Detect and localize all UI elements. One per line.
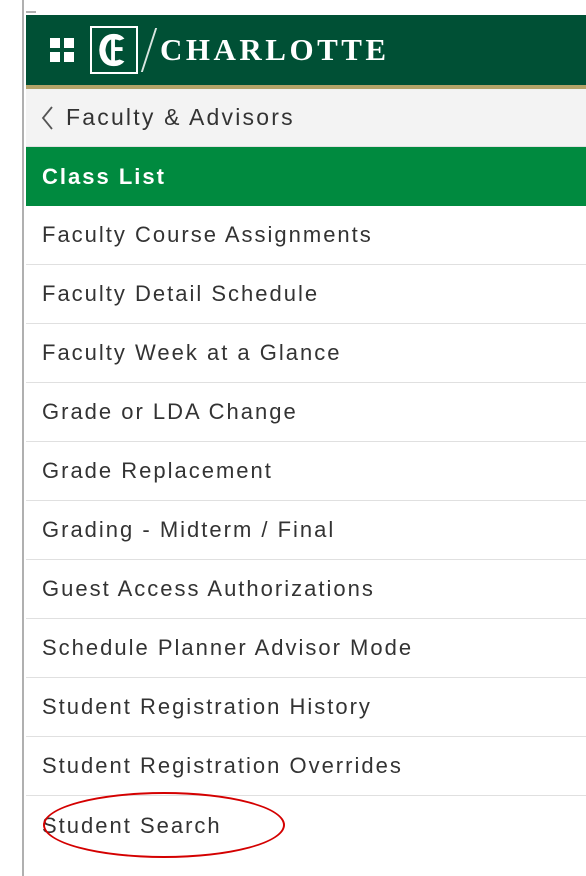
menu-item-grade-replacement[interactable]: Grade Replacement: [26, 442, 586, 501]
apps-grid-icon[interactable]: [50, 38, 74, 62]
menu-item-label: Guest Access Authorizations: [42, 576, 375, 602]
menu-item-label: Student Registration Overrides: [42, 753, 403, 779]
brand-logo-unit[interactable]: CHARLOTTE: [90, 26, 390, 74]
menu-item-label: Student Search: [42, 813, 222, 839]
top-border-decor: [26, 11, 36, 13]
breadcrumb[interactable]: Faculty & Advisors: [26, 89, 586, 147]
brand-wordmark: CHARLOTTE: [160, 32, 390, 68]
app-container: CHARLOTTE Faculty & Advisors Class List F…: [26, 15, 586, 855]
menu-item-schedule-planner-advisor-mode[interactable]: Schedule Planner Advisor Mode: [26, 619, 586, 678]
menu-item-label: Grading - Midterm / Final: [42, 517, 335, 543]
menu-item-student-registration-history[interactable]: Student Registration History: [26, 678, 586, 737]
menu-item-label: Faculty Week at a Glance: [42, 340, 342, 366]
menu-item-grading-midterm-final[interactable]: Grading - Midterm / Final: [26, 501, 586, 560]
menu-item-label: Faculty Course Assignments: [42, 222, 373, 248]
app-header: CHARLOTTE: [26, 15, 586, 85]
logo-divider: [141, 28, 157, 72]
menu-item-grade-or-lda-change[interactable]: Grade or LDA Change: [26, 383, 586, 442]
menu-item-guest-access-authorizations[interactable]: Guest Access Authorizations: [26, 560, 586, 619]
menu-item-faculty-week-at-a-glance[interactable]: Faculty Week at a Glance: [26, 324, 586, 383]
menu-item-faculty-detail-schedule[interactable]: Faculty Detail Schedule: [26, 265, 586, 324]
breadcrumb-label: Faculty & Advisors: [66, 104, 295, 131]
menu-item-label: Grade Replacement: [42, 458, 273, 484]
charlotte-logo-icon: [90, 26, 138, 74]
menu-item-label: Faculty Detail Schedule: [42, 281, 319, 307]
menu-item-faculty-course-assignments[interactable]: Faculty Course Assignments: [26, 206, 586, 265]
chevron-left-icon: [40, 105, 54, 131]
menu-item-label: Student Registration History: [42, 694, 372, 720]
menu-item-class-list[interactable]: Class List: [26, 147, 586, 206]
menu-item-label: Grade or LDA Change: [42, 399, 298, 425]
menu-item-label: Schedule Planner Advisor Mode: [42, 635, 413, 661]
menu-item-label: Class List: [42, 164, 166, 190]
menu-list: Class List Faculty Course Assignments Facu…: [26, 147, 586, 855]
menu-item-student-registration-overrides[interactable]: Student Registration Overrides: [26, 737, 586, 796]
menu-item-student-search[interactable]: Student Search: [26, 796, 586, 855]
